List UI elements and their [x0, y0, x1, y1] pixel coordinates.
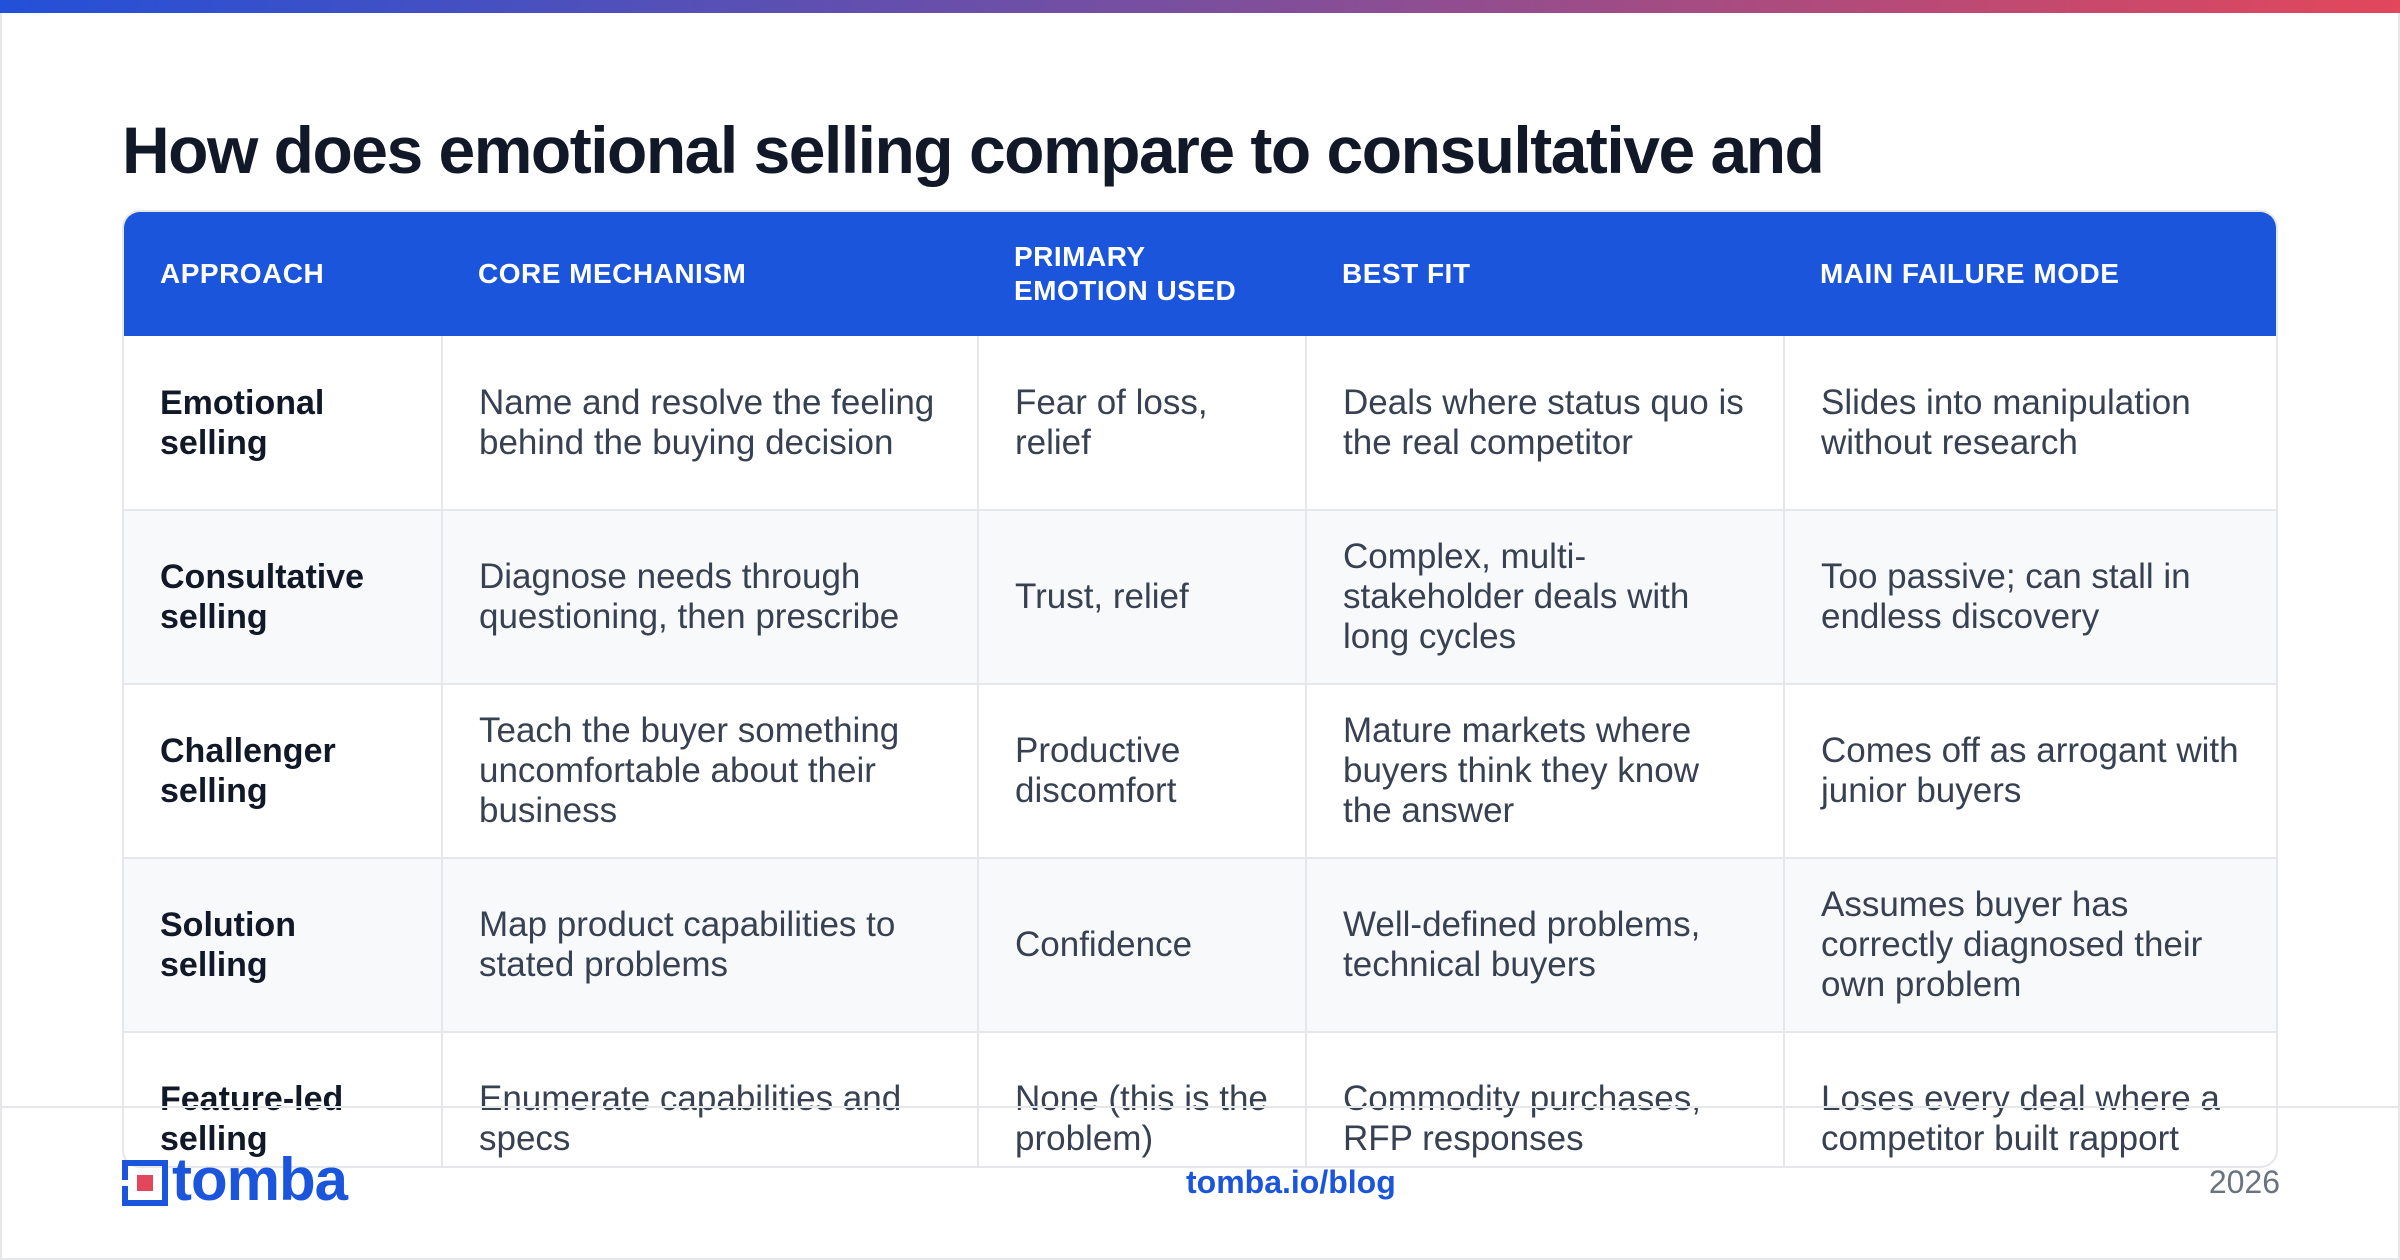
table-row: Feature-led selling Enumerate capabiliti… — [124, 1032, 2276, 1166]
table-row: Solution selling Map product capabilitie… — [124, 858, 2276, 1033]
table-cell-approach: Consultative selling — [124, 510, 443, 685]
blog-link[interactable]: tomba.io/blog — [1186, 1164, 1396, 1200]
page-frame — [0, 13, 2400, 1260]
table-cell-approach: Feature-led selling — [124, 1032, 443, 1166]
table-cell: Slides into manipulation without researc… — [1784, 336, 2276, 511]
table-cell: Diagnose needs through questioning, then… — [442, 510, 979, 685]
table-row: Consultative selling Diagnose needs thro… — [124, 510, 2276, 685]
comparison-table: APPROACH CORE MECHANISM PRIMARY EMOTION … — [124, 212, 2276, 1166]
page-title: How does emotional selling compare to co… — [122, 113, 1825, 204]
table-row: Challenger selling Teach the buyer somet… — [124, 684, 2276, 859]
comparison-table-card: APPROACH CORE MECHANISM PRIMARY EMOTION … — [122, 210, 2278, 1168]
table-cell: Loses every deal where a competitor buil… — [1784, 1032, 2276, 1166]
table-cell: Teach the buyer something uncomfortable … — [442, 684, 979, 859]
table-cell: Deals where status quo is the real compe… — [1306, 336, 1785, 511]
header-primary-emotion: PRIMARY EMOTION USED — [1014, 241, 1237, 306]
header-best-fit: BEST FIT — [1342, 258, 1471, 289]
table-cell: None (this is the problem) — [978, 1032, 1307, 1166]
table-cell: Map product capabilities to stated probl… — [442, 858, 979, 1033]
table-cell: Trust, relief — [978, 510, 1307, 685]
table-cell-approach: Solution selling — [124, 858, 443, 1033]
table-cell: Fear of loss, relief — [978, 336, 1307, 511]
table-cell: Commodity purchases, RFP responses — [1306, 1032, 1785, 1166]
header-approach: APPROACH — [160, 258, 325, 289]
table-cell-approach: Challenger selling — [124, 684, 443, 859]
top-gradient-bar — [0, 0, 2400, 13]
table-cell: Too passive; can stall in endless discov… — [1784, 510, 2276, 685]
footer-divider — [0, 1106, 2400, 1108]
table-row: Emotional selling Name and resolve the f… — [124, 336, 2276, 511]
table-cell: Name and resolve the feeling behind the … — [442, 336, 979, 511]
table-cell: Confidence — [978, 858, 1307, 1033]
table-cell: Enumerate capabilities and specs — [442, 1032, 979, 1166]
footer-year: 2026 — [2208, 1164, 2280, 1200]
table-cell: Comes off as arrogant with junior buyers — [1784, 684, 2276, 859]
table-cell: Complex, multi-stakeholder deals with lo… — [1306, 510, 1785, 685]
header-main-failure-mode: MAIN FAILURE MODE — [1820, 258, 2120, 289]
tomba-logo[interactable]: tomba — [122, 1150, 382, 1210]
table-cell: Productive discomfort — [978, 684, 1307, 859]
table-cell: Well-defined problems, technical buyers — [1306, 858, 1785, 1033]
table-cell-approach: Emotional selling — [124, 336, 443, 511]
table-cell: Assumes buyer has correctly diagnosed th… — [1784, 858, 2276, 1033]
table-cell: Mature markets where buyers think they k… — [1306, 684, 1785, 859]
tomba-logo-icon — [122, 1160, 168, 1206]
logo-wordmark: tomba — [172, 1146, 348, 1213]
table-header-row: APPROACH CORE MECHANISM PRIMARY EMOTION … — [124, 212, 2276, 336]
header-core-mechanism: CORE MECHANISM — [478, 258, 747, 289]
